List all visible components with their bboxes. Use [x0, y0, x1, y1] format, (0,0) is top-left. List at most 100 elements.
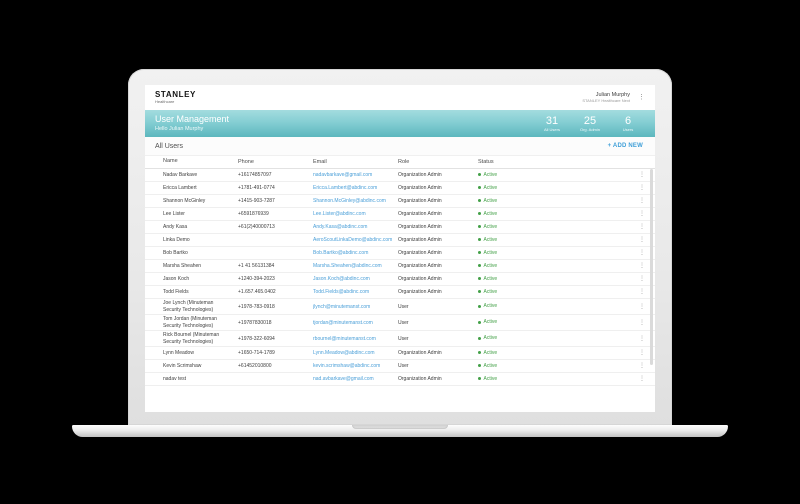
email-link[interactable]: Shannon.McGinley@abdinc.com	[313, 198, 386, 204]
row-menu-icon[interactable]: ⋮	[639, 350, 645, 356]
cell-actions: ⋮	[633, 304, 645, 310]
cell-status: Active	[478, 319, 633, 326]
status-label: Active	[483, 303, 498, 310]
row-menu-icon[interactable]: ⋮	[639, 211, 645, 217]
cell-phone: +1.657.465.0402	[238, 289, 276, 295]
cell-name: Ericca Lambert	[163, 184, 197, 191]
cell-role: Organization Admin	[398, 185, 442, 191]
email-link[interactable]: nad.avbarkave@gmail.com	[313, 376, 374, 382]
email-link[interactable]: AeroScoutLinkaDemo@abdinc.com	[313, 237, 393, 243]
account-name: Julian Murphy	[595, 91, 630, 98]
cell-status: Active	[478, 289, 633, 296]
cell-phone: +16174857097	[238, 172, 272, 178]
status-dot-icon	[478, 377, 481, 381]
status-badge: Active	[478, 198, 497, 204]
cell-phone: +6591876939	[238, 211, 269, 217]
cell-status: Active	[478, 185, 633, 192]
status-dot-icon	[478, 264, 481, 268]
table-row: Linka Demo AeroScoutLinkaDemo@abdinc.com O…	[145, 234, 655, 247]
row-menu-icon[interactable]: ⋮	[639, 303, 645, 310]
email-link[interactable]: Marsha.Sheahen@abdinc.com	[313, 263, 382, 269]
kebab-menu-icon[interactable]: ⋮	[638, 94, 645, 101]
status-badge: Active	[478, 350, 497, 356]
cell-status: Active	[478, 376, 633, 383]
stat-value: 31	[545, 114, 559, 127]
cell-actions: ⋮	[633, 237, 645, 243]
table-row: Kevin Scrimshaw +61452010800 kevin.scrimsh…	[145, 360, 655, 373]
app-bar: STANLEY Healthcare Julian Murphy STANLEY…	[145, 85, 655, 110]
row-menu-icon[interactable]: ⋮	[639, 185, 645, 191]
account-menu[interactable]: Julian Murphy STANLEY Healthcare Next ⋮	[582, 92, 647, 104]
email-link[interactable]: Ericca.Lambert@abdinc.com	[313, 185, 378, 191]
status-label: Active	[483, 349, 498, 356]
row-menu-icon[interactable]: ⋮	[639, 198, 645, 204]
cell-name: Joe Lynch (Minuteman Security Technologi…	[163, 300, 214, 313]
email-link[interactable]: Lynn.Meadow@abdinc.com	[313, 350, 375, 356]
cell-phone: +19787830018	[238, 319, 272, 326]
row-menu-icon[interactable]: ⋮	[639, 224, 645, 230]
add-new-button[interactable]: + ADD NEW	[607, 143, 643, 149]
cell-actions: ⋮	[633, 336, 645, 342]
status-dot-icon	[478, 277, 481, 281]
table-row: Bob Bartko Bob.Bartko@abdinc.com Organizat…	[145, 247, 655, 260]
row-menu-icon[interactable]: ⋮	[639, 319, 645, 326]
cell-email: Ericca.Lambert@abdinc.com	[313, 185, 398, 191]
stat-label: Org. Admin	[579, 126, 600, 132]
table-row: Todd Fields +1.657.465.0402 Todd.Fields@ab…	[145, 286, 655, 299]
cell-status: Active	[478, 303, 633, 310]
laptop-lid: STANLEY Healthcare Julian Murphy STANLEY…	[128, 69, 672, 425]
cell-actions: ⋮	[633, 224, 645, 230]
stat-label: All Users	[543, 126, 560, 132]
email-link[interactable]: tjordan@minutemanst.com	[313, 319, 373, 326]
email-link[interactable]: Lee.Lister@abdinc.com	[313, 211, 366, 217]
email-link[interactable]: nadavbarkave@gmail.com	[313, 172, 373, 178]
email-link[interactable]: rbournel@minutemanst.com	[313, 335, 376, 342]
cell-actions: ⋮	[633, 250, 645, 256]
cell-name: Shannon McGinley	[163, 197, 206, 204]
page-banner: User Management Hello Julian Murphy 31 Al…	[145, 110, 655, 137]
cell-email: Lee.Lister@abdinc.com	[313, 211, 398, 217]
page-title: User Management	[155, 114, 230, 125]
table-row: Rick Bournel (Minuteman Security Technol…	[145, 331, 655, 347]
cell-phone: +1978-322-6094	[238, 335, 275, 342]
row-menu-icon[interactable]: ⋮	[639, 289, 645, 295]
row-menu-icon[interactable]: ⋮	[639, 276, 645, 282]
email-link[interactable]: Jason.Koch@abdinc.com	[313, 276, 370, 282]
table-scrollbar[interactable]	[650, 169, 653, 365]
status-dot-icon	[478, 238, 481, 242]
stat-all-users: 31 All Users	[537, 115, 567, 132]
status-dot-icon	[478, 251, 481, 255]
cell-name: Todd Fields	[163, 288, 189, 295]
row-menu-icon[interactable]: ⋮	[639, 172, 645, 178]
row-menu-icon[interactable]: ⋮	[639, 335, 645, 342]
cell-email: Jason.Koch@abdinc.com	[313, 276, 398, 282]
row-menu-icon[interactable]: ⋮	[639, 376, 645, 382]
status-dot-icon	[478, 351, 481, 355]
email-link[interactable]: Bob.Bartko@abdinc.com	[313, 250, 369, 256]
status-badge: Active	[478, 172, 497, 178]
row-menu-icon[interactable]: ⋮	[639, 363, 645, 369]
cell-role: User	[398, 319, 409, 326]
cell-status: Active	[478, 172, 633, 179]
cell-name: Lee Lister	[163, 210, 185, 217]
cell-phone: +1781-491-0774	[238, 185, 275, 191]
email-link[interactable]: Andy.Kasa@abdinc.com	[313, 224, 368, 230]
cell-status: Active	[478, 263, 633, 270]
status-label: Active	[483, 362, 498, 369]
cell-name: Marsha Sheahen	[163, 262, 202, 269]
row-menu-icon[interactable]: ⋮	[639, 263, 645, 269]
column-header-email: Email	[313, 159, 327, 165]
cell-role: Organization Admin	[398, 276, 442, 282]
status-label: Active	[483, 236, 498, 243]
email-link[interactable]: kevin.scrimshaw@abdinc.com	[313, 363, 381, 369]
row-menu-icon[interactable]: ⋮	[639, 237, 645, 243]
table-row: Joe Lynch (Minuteman Security Technologi…	[145, 299, 655, 315]
email-link[interactable]: Todd.Fields@abdinc.com	[313, 289, 370, 295]
row-menu-icon[interactable]: ⋮	[639, 250, 645, 256]
cell-role: User	[398, 363, 409, 369]
cell-status: Active	[478, 276, 633, 283]
email-link[interactable]: jlynch@minutemanst.com	[313, 303, 371, 310]
app-screen: STANLEY Healthcare Julian Murphy STANLEY…	[145, 85, 655, 412]
status-dot-icon	[478, 364, 481, 368]
status-badge: Active	[478, 335, 497, 341]
